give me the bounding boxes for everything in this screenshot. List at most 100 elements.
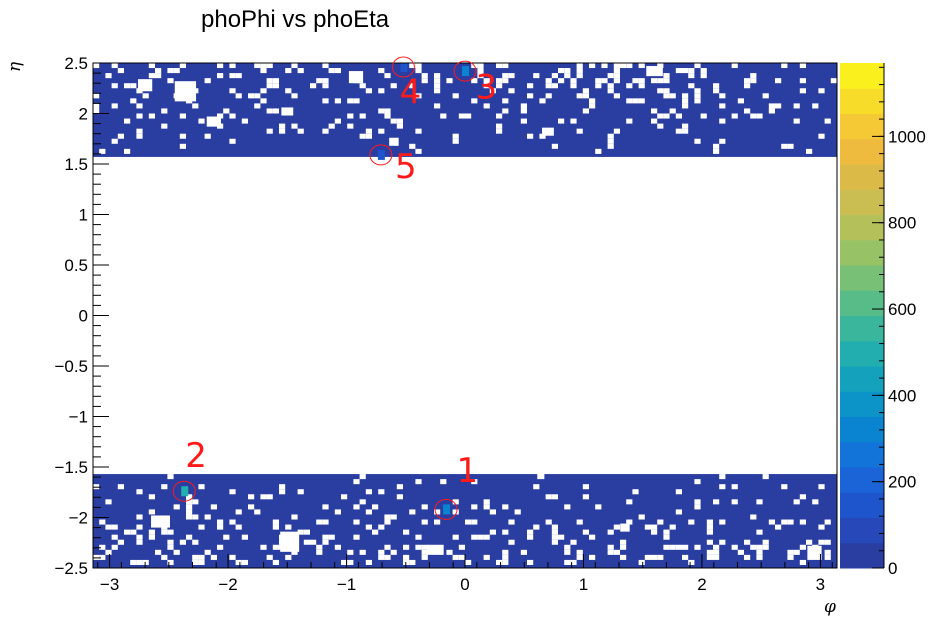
empty-bin	[483, 78, 490, 84]
empty-bin	[421, 504, 428, 510]
empty-bin	[626, 118, 633, 124]
empty-bin	[353, 519, 360, 525]
empty-bin	[551, 143, 558, 149]
empty-bin	[291, 123, 298, 129]
y-tick-label: 1.5	[64, 155, 88, 174]
empty-bin	[458, 544, 465, 550]
empty-bin	[781, 63, 788, 69]
empty-bin	[155, 68, 162, 74]
empty-bins	[93, 63, 837, 565]
empty-bin	[781, 143, 788, 149]
empty-bin	[241, 534, 248, 540]
empty-region	[537, 471, 545, 480]
empty-bin	[706, 539, 713, 545]
empty-bin	[520, 549, 527, 555]
empty-bin	[136, 559, 143, 565]
empty-bin	[396, 484, 403, 490]
empty-bin	[483, 534, 490, 540]
empty-bin	[806, 148, 813, 154]
empty-bin	[589, 534, 596, 540]
empty-bin	[161, 554, 168, 560]
empty-bin	[124, 148, 131, 154]
empty-bin	[136, 489, 143, 495]
x-tick-label: −2	[218, 575, 237, 594]
empty-bin	[415, 63, 422, 69]
empty-bin	[502, 504, 509, 510]
empty-bin	[793, 499, 800, 505]
empty-bin	[719, 93, 726, 99]
empty-bin	[607, 529, 614, 535]
empty-bin	[297, 68, 304, 74]
empty-bin	[675, 489, 682, 495]
empty-bin	[787, 554, 794, 560]
empty-bin	[582, 494, 589, 500]
empty-bin	[285, 88, 292, 94]
empty-bin	[508, 519, 515, 525]
empty-bin	[272, 559, 279, 565]
empty-bin	[713, 544, 720, 550]
empty-bin	[657, 113, 664, 119]
empty-bin	[266, 554, 273, 560]
empty-bin	[601, 63, 608, 69]
empty-bin	[217, 63, 224, 69]
empty-bin	[99, 544, 106, 550]
empty-bin	[793, 549, 800, 555]
empty-bin	[551, 534, 558, 540]
empty-bin	[272, 524, 279, 530]
empty-bin	[434, 509, 441, 515]
empty-bin	[167, 559, 174, 565]
empty-bin	[248, 494, 255, 500]
empty-bin	[111, 138, 118, 144]
empty-bin	[198, 559, 205, 565]
empty-bin	[136, 103, 143, 109]
empty-bin	[477, 534, 484, 540]
empty-bin	[744, 554, 751, 560]
empty-bin	[179, 539, 186, 545]
empty-bin	[105, 499, 112, 505]
empty-bin	[570, 118, 577, 124]
empty-bin	[390, 514, 397, 520]
empty-bin	[204, 133, 211, 139]
empty-bin	[737, 98, 744, 104]
empty-bin	[173, 549, 180, 555]
empty-bin	[192, 554, 199, 560]
empty-bin	[483, 504, 490, 510]
empty-bin	[570, 559, 577, 565]
empty-bin	[179, 63, 186, 69]
empty-bin	[589, 98, 596, 104]
empty-bin	[347, 549, 354, 555]
empty-bin	[279, 489, 286, 495]
empty-bin	[167, 474, 174, 480]
empty-bin	[657, 554, 664, 560]
empty-bin	[421, 549, 428, 555]
y-tick-label: −2.5	[54, 559, 88, 578]
empty-bin	[223, 108, 230, 114]
empty-bin	[607, 544, 614, 550]
empty-bin	[756, 529, 763, 535]
empty-bin	[799, 494, 806, 500]
annotation-label-1: 1	[457, 451, 479, 491]
empty-bin	[824, 554, 831, 560]
empty-bin	[768, 519, 775, 525]
empty-bin	[471, 78, 478, 84]
empty-bin	[731, 484, 738, 490]
empty-bin	[322, 78, 329, 84]
empty-bin	[272, 108, 279, 114]
empty-bin	[378, 128, 385, 134]
color-scale-label: 1000	[888, 127, 926, 146]
empty-bin	[291, 93, 298, 99]
empty-bin	[148, 73, 155, 79]
empty-bin	[651, 524, 658, 530]
empty-bin	[657, 519, 664, 525]
empty-bin	[434, 103, 441, 109]
empty-bin	[148, 63, 155, 69]
empty-bin	[111, 103, 118, 109]
empty-bin	[675, 68, 682, 74]
empty-bin	[105, 549, 112, 555]
empty-bin	[415, 128, 422, 134]
empty-bin	[719, 138, 726, 144]
color-scale-band	[840, 441, 884, 468]
empty-bin	[148, 529, 155, 535]
empty-bin	[353, 534, 360, 540]
empty-bin	[136, 539, 143, 545]
